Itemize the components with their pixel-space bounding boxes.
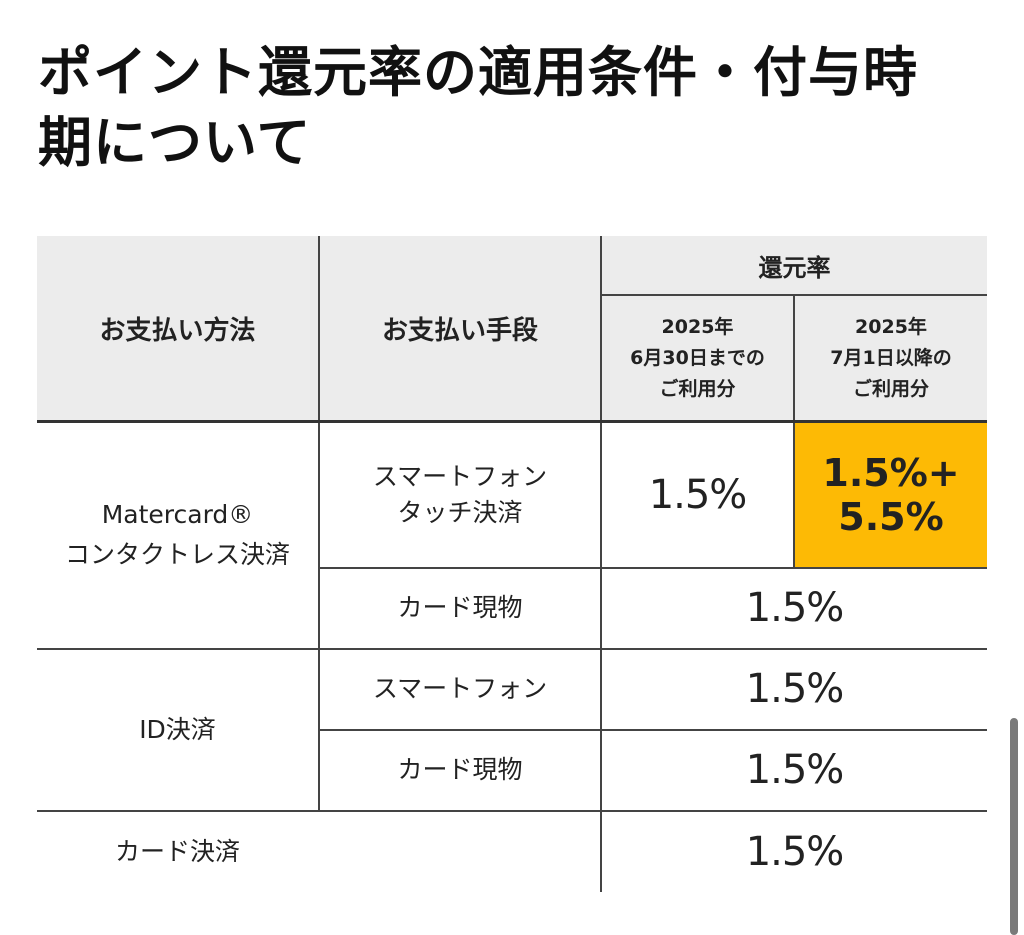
table-row: カード決済 1.5% xyxy=(37,809,987,892)
rate-highlight-line-1: 1.5%+ xyxy=(822,450,960,495)
page-title-line-1: ポイント還元率の適用条件・付与時 xyxy=(38,41,918,104)
header-rate-group: 還元率 xyxy=(600,236,987,295)
means-card-physical: カード現物 xyxy=(318,566,601,649)
method-contactless: Matercard® コンタクトレス決済 xyxy=(37,420,319,649)
method-card-payment: カード決済 xyxy=(37,809,601,892)
method-id: ID決済 xyxy=(37,647,319,811)
method-contactless-line-2: コンタクトレス決済 xyxy=(64,540,290,570)
rate-id-card: 1.5% xyxy=(600,728,987,811)
rate-card-physical: 1.5% xyxy=(600,566,987,649)
means-smartphone-touch-line-2: タッチ決済 xyxy=(397,497,523,527)
header-period2-line-1: 2025年 xyxy=(855,315,927,338)
means-smartphone-touch-line-1: スマートフォン xyxy=(372,461,548,491)
means-id-card: カード現物 xyxy=(318,728,601,811)
header-period1-line-2: 6月30日までの xyxy=(630,346,765,369)
page-title: ポイント還元率の適用条件・付与時 期について xyxy=(38,38,978,178)
header-period2-line-2: 7月1日以降の xyxy=(830,346,952,369)
rate-highlight-line-2: 5.5% xyxy=(838,494,944,539)
rate-card-payment: 1.5% xyxy=(600,809,987,892)
header-period1-line-3: ご利用分 xyxy=(659,377,736,400)
table-row: カード現物 1.5% xyxy=(37,566,987,649)
header-period-from-july: 2025年 7月1日以降の ご利用分 xyxy=(793,294,987,422)
header-period2-line-3: ご利用分 xyxy=(852,377,929,400)
rate-smartphone-after-highlight: 1.5%+ 5.5% xyxy=(793,420,987,568)
table-row: ID決済 スマートフォン 1.5% xyxy=(37,647,987,811)
header-period-until-june: 2025年 6月30日までの ご利用分 xyxy=(600,294,794,422)
header-payment-method: お支払い方法 xyxy=(37,236,319,422)
table-row: カード現物 1.5% xyxy=(37,728,987,811)
rate-id-smartphone: 1.5% xyxy=(600,647,987,730)
rate-smartphone-before: 1.5% xyxy=(600,420,794,568)
method-contactless-line-1: Matercard® xyxy=(101,500,254,530)
page-title-line-2: 期について xyxy=(38,111,312,174)
point-rate-table: お支払い方法 お支払い手段 還元率 2025年 6月30日までの ご利用分 20… xyxy=(37,236,987,892)
header-period1-line-1: 2025年 xyxy=(661,315,734,338)
means-id-smartphone: スマートフォン xyxy=(318,647,601,730)
scrollbar[interactable] xyxy=(1010,718,1018,935)
table-row: Matercard® コンタクトレス決済 スマートフォン タッチ決済 1.5% … xyxy=(37,420,987,649)
means-smartphone-touch: スマートフォン タッチ決済 xyxy=(318,420,601,568)
header-payment-means: お支払い手段 xyxy=(318,236,601,422)
